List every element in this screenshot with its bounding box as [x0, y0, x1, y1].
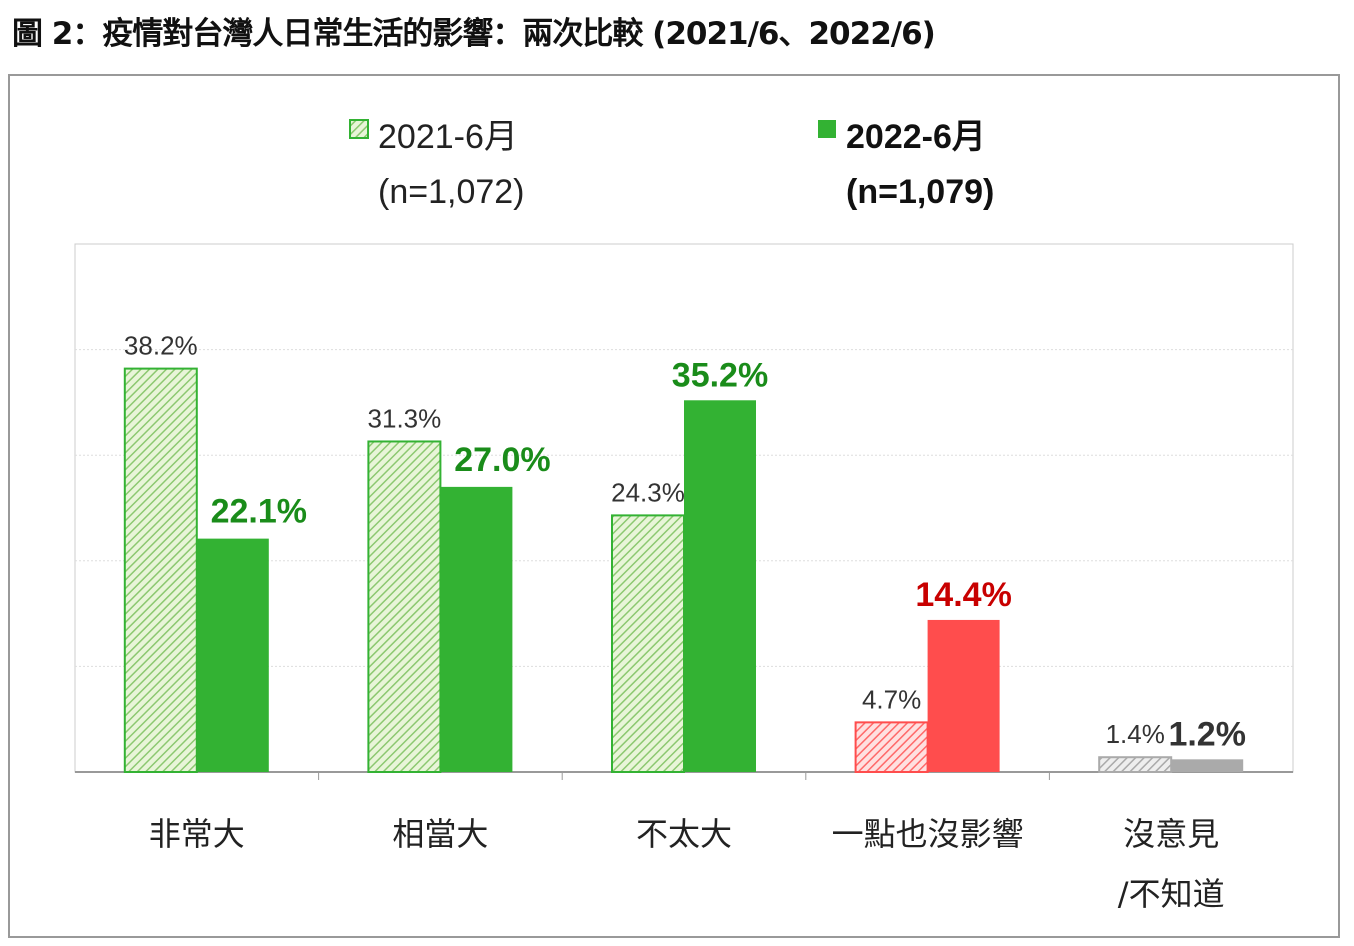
- data-label-2021: 24.3%: [611, 477, 685, 507]
- legend-label-2021: 2021-6月: [378, 118, 518, 156]
- data-label-2022: 27.0%: [454, 441, 550, 479]
- legend-note-2021: (n=1,072): [378, 173, 525, 211]
- x-tick-label: 一點也沒影響: [832, 815, 1024, 853]
- legend-label-2022: 2022-6月: [846, 118, 986, 156]
- data-label-2021: 38.2%: [124, 331, 198, 361]
- x-tick-label: /不知道: [1118, 875, 1225, 913]
- data-label-2022: 35.2%: [672, 356, 768, 394]
- x-tick-label: 沒意見: [1123, 815, 1219, 853]
- x-tick-label: 不太大: [636, 815, 732, 853]
- chart-title: 圖 2：疫情對台灣人日常生活的影響：兩次比較 (2021/6、2022/6): [12, 16, 936, 52]
- data-label-2022: 14.4%: [915, 576, 1011, 614]
- chart-frame: [8, 74, 1340, 938]
- bar-2022: [196, 538, 269, 772]
- x-tick-label: 非常大: [149, 815, 245, 853]
- legend-swatch-2021: [349, 119, 369, 139]
- bar-2021: [611, 514, 685, 774]
- bar-2022: [440, 486, 513, 772]
- data-label-2021: 4.7%: [862, 684, 921, 714]
- data-label-2021: 1.4%: [1106, 719, 1165, 749]
- bar-2021: [854, 721, 929, 773]
- legend-note-2022: (n=1,079): [846, 173, 994, 211]
- bar-2021: [1098, 756, 1173, 774]
- bar-2022: [684, 400, 756, 772]
- bar-2021: [123, 367, 198, 773]
- bar-2022: [927, 619, 1000, 772]
- bar-2021: [367, 440, 442, 773]
- data-label-2022: 22.1%: [211, 493, 307, 531]
- data-label-2022: 1.2%: [1168, 715, 1246, 753]
- data-label-2021: 31.3%: [368, 403, 442, 433]
- x-tick-label: 相當大: [392, 815, 488, 853]
- bar-2022: [1171, 759, 1244, 772]
- legend-swatch-2022: [818, 120, 836, 138]
